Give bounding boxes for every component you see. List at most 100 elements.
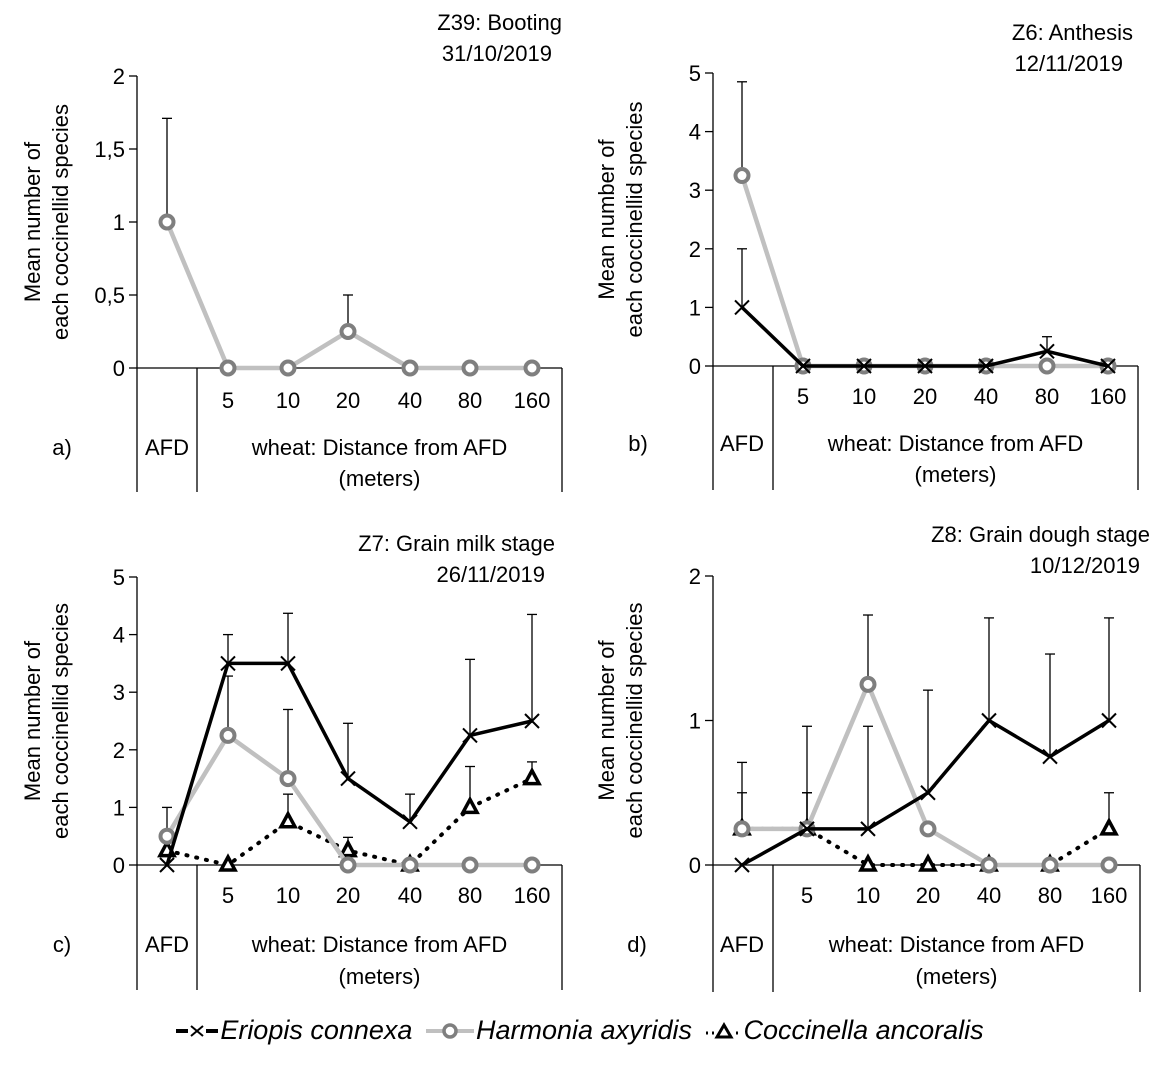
x-tick-label: 40: [977, 883, 1001, 908]
x-marker-stroke: [860, 821, 876, 837]
data-point-eriopis: [917, 358, 933, 374]
y-tick-label: 4: [689, 120, 701, 145]
x-marker-stroke: [917, 358, 933, 374]
data-point-eriopis: [220, 655, 236, 672]
x-tick-label: 40: [398, 388, 422, 413]
y-tick-label: 2: [689, 237, 701, 262]
x-tick-label: 40: [974, 384, 998, 409]
data-point-harmonia: [980, 856, 998, 874]
data-point-harmonia: [461, 359, 479, 377]
series-line-harmonia: [739, 174, 1108, 369]
data-point-harmonia: [401, 856, 419, 874]
chart-title: Z8: Grain dough stage: [931, 522, 1150, 547]
x-axis-label: wheat: Distance from AFD: [251, 932, 508, 957]
data-point-eriopis: [795, 358, 811, 374]
panel-label: c): [53, 932, 71, 957]
data-point-coccinella: [1099, 817, 1119, 836]
x-tick-label: 10: [276, 388, 300, 413]
x-marker-stroke: [159, 857, 175, 873]
legend-label: Harmonia axyridis: [475, 1015, 693, 1045]
x-group-label-afd: AFD: [720, 932, 764, 957]
data-point-harmonia: [219, 359, 237, 377]
data-point-harmonia: [158, 213, 176, 231]
x-axis-label: (meters): [339, 964, 421, 989]
y-axis-label: each coccinellid species: [48, 603, 73, 839]
y-tick-label: 0: [113, 356, 125, 381]
data-point-harmonia: [219, 726, 237, 744]
chart-subtitle: 26/11/2019: [437, 562, 545, 587]
data-point-harmonia: [461, 856, 479, 874]
x-tick-label: 80: [1038, 883, 1062, 908]
data-point-harmonia: [859, 675, 877, 693]
x-tick-label: 20: [336, 388, 360, 413]
x-tick-label: 160: [514, 388, 551, 413]
data-point-eriopis: [462, 727, 478, 744]
data-point-eriopis: [920, 785, 936, 801]
x-tick-label: 10: [856, 883, 880, 908]
data-point-eriopis: [1042, 748, 1058, 765]
triangle-icon: [705, 1021, 742, 1039]
series-line-eriopis: [741, 718, 1110, 867]
data-point-harmonia: [919, 820, 937, 838]
y-tick-label: 0,5: [94, 283, 125, 308]
x-marker-stroke: [220, 655, 236, 672]
y-axis-label: Mean number of: [594, 640, 619, 801]
x-marker-stroke: [402, 814, 418, 830]
data-point-harmonia: [339, 323, 357, 340]
data-point-eriopis: [340, 770, 356, 787]
y-tick-label: 0: [689, 853, 701, 878]
data-point-coccinella: [522, 766, 542, 786]
data-point-eriopis: [402, 814, 418, 830]
x-axis-label: (meters): [915, 462, 997, 487]
y-tick-label: 1: [113, 210, 125, 235]
data-point-harmonia: [279, 359, 297, 377]
x-tick-label: 5: [222, 883, 234, 908]
data-point-harmonia: [733, 167, 751, 185]
chart-subtitle: 10/12/2019: [1030, 553, 1140, 578]
y-axis-label: Mean number of: [594, 139, 619, 300]
y-axis-label: each coccinellid species: [622, 602, 647, 838]
x-marker-stroke: [734, 857, 750, 873]
x-tick-label: 80: [458, 388, 482, 413]
data-point-coccinella: [460, 795, 480, 815]
series-line-harmonia: [742, 678, 1109, 868]
y-tick-label: 1: [689, 295, 701, 320]
x-marker-stroke: [1100, 358, 1116, 374]
x-axis-label: wheat: Distance from AFD: [251, 435, 508, 460]
y-axis-label: each coccinellid species: [48, 104, 73, 340]
legend-item-harmonia: Harmonia axyridis: [424, 1015, 692, 1046]
data-point-harmonia: [1041, 856, 1059, 874]
data-point-eriopis: [1101, 712, 1117, 729]
data-point-coccinella: [338, 838, 358, 858]
panel-label: b): [628, 431, 648, 456]
x-tick-label: 5: [222, 388, 234, 413]
y-tick-label: 4: [113, 623, 125, 648]
circle-icon: [425, 1022, 474, 1039]
legend: Eriopis connexa Harmonia axyridis Coccin…: [0, 1015, 1158, 1048]
data-point-eriopis: [799, 821, 815, 837]
data-point-harmonia: [733, 820, 751, 838]
chart-title: Z7: Grain milk stage: [358, 531, 555, 556]
y-axis-label: each coccinellid species: [622, 101, 647, 337]
chart-panel-d: Z8: Grain dough stage 10/12/2019 0 1 2 Mean n…: [594, 522, 1150, 992]
x-tick-label: 80: [1035, 384, 1059, 409]
data-point-coccinella: [918, 853, 938, 872]
y-tick-label: 3: [113, 680, 125, 705]
y-tick-label: 5: [113, 565, 125, 590]
x-axis-label: wheat: Distance from AFD: [827, 431, 1084, 456]
x-tick-label: 20: [336, 883, 360, 908]
x-marker-stroke: [981, 712, 997, 729]
data-point-eriopis: [1039, 343, 1055, 360]
chart-subtitle: 12/11/2019: [1015, 51, 1123, 76]
x-marker-stroke: [1039, 343, 1055, 360]
x-marker-stroke: [1101, 712, 1117, 729]
data-point-coccinella: [278, 810, 298, 829]
y-tick-label: 0: [689, 354, 701, 379]
x-marker-stroke: [462, 727, 478, 744]
x-marker-stroke: [1042, 748, 1058, 765]
data-point-eriopis: [856, 358, 872, 374]
x-marker-stroke: [856, 358, 872, 374]
legend-item-eriopis: Eriopis connexa: [174, 1015, 412, 1046]
x-tick-label: 10: [852, 384, 876, 409]
chart-panel-a: Z39: Booting 31/10/2019 0 0,5 1 1,5 2 Mean numb…: [20, 10, 563, 492]
